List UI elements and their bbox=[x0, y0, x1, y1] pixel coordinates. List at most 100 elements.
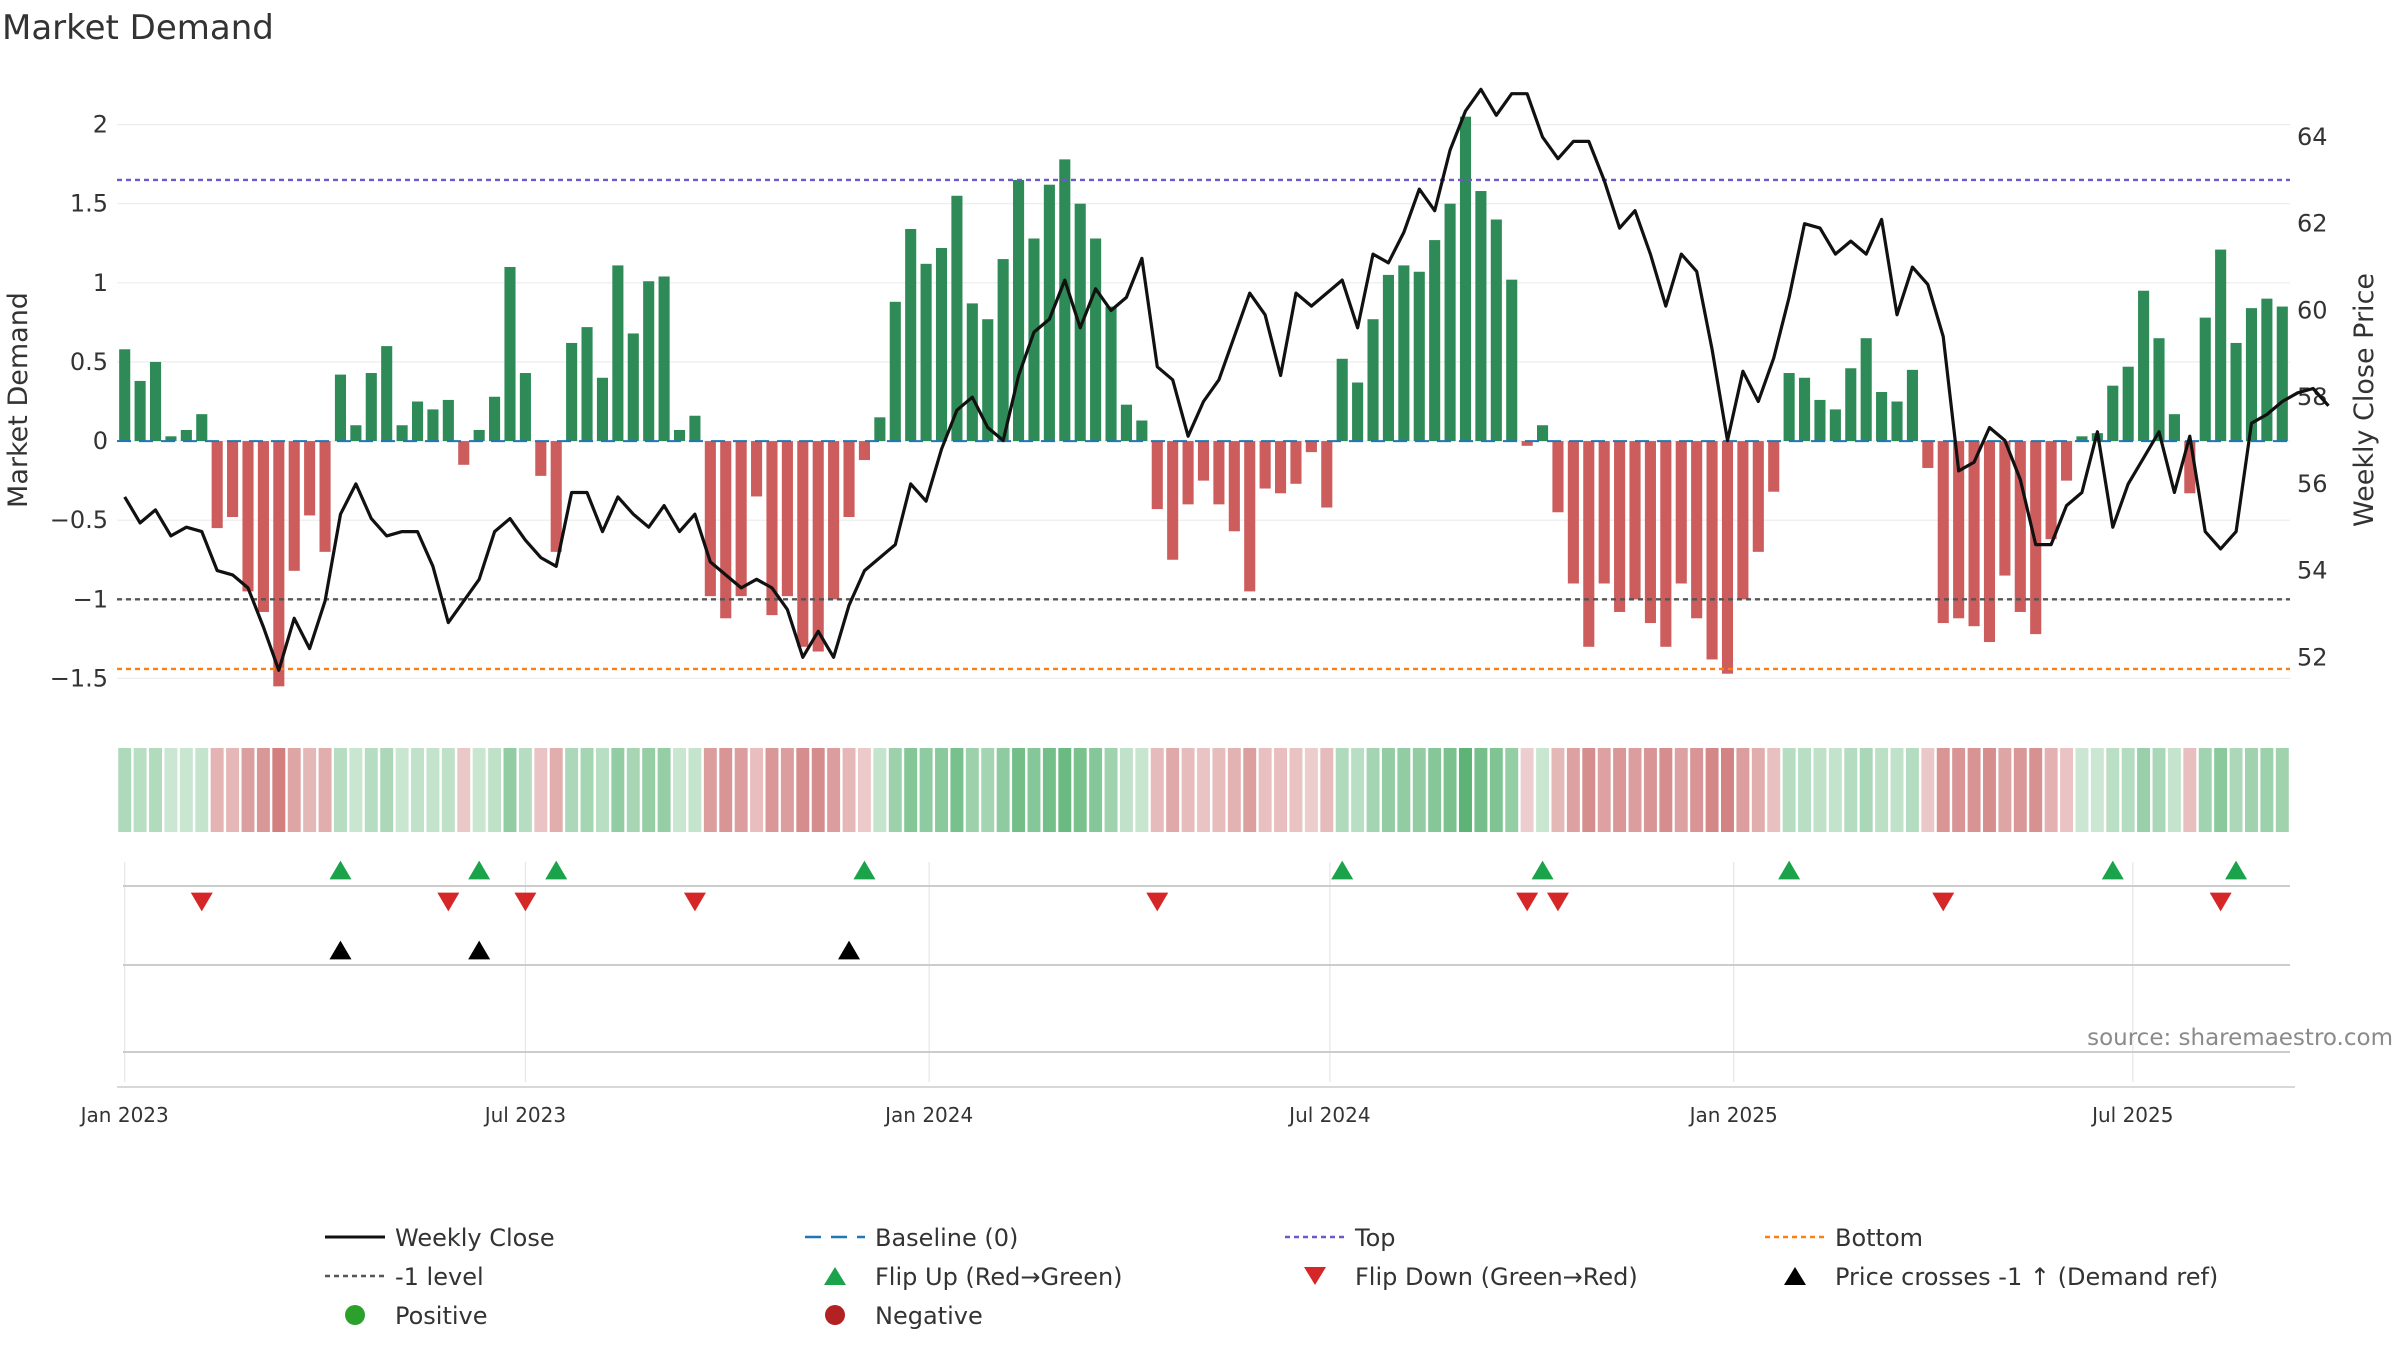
heat-cell bbox=[842, 748, 856, 832]
y-tick-label: 0.5 bbox=[70, 348, 108, 376]
y2-tick-label: 52 bbox=[2297, 643, 2328, 671]
demand-bar bbox=[1090, 238, 1102, 442]
heat-cell bbox=[1875, 748, 1889, 832]
heat-cell bbox=[626, 748, 640, 832]
demand-bar bbox=[2230, 342, 2242, 442]
heat-cell bbox=[981, 748, 995, 832]
heat-cell bbox=[303, 748, 317, 832]
heat-cell bbox=[2198, 748, 2212, 832]
legend-swatch-flip-down bbox=[1304, 1267, 1326, 1285]
demand-bar bbox=[1429, 240, 1441, 442]
heat-cell bbox=[1042, 748, 1056, 832]
heat-cell bbox=[1936, 748, 1950, 832]
demand-bar bbox=[2184, 441, 2196, 494]
heat-cell bbox=[595, 748, 609, 832]
heat-cell bbox=[1705, 748, 1719, 832]
heat-cell bbox=[179, 748, 193, 832]
heat-cell bbox=[888, 748, 902, 832]
heat-cell bbox=[549, 748, 563, 832]
y-tick-label: −1.5 bbox=[50, 664, 108, 692]
demand-bar bbox=[411, 401, 424, 442]
heat-cell bbox=[349, 748, 363, 832]
y2-tick-label: 54 bbox=[2297, 557, 2328, 585]
heat-cell bbox=[164, 748, 178, 832]
demand-bar bbox=[1367, 319, 1379, 442]
demand-bar bbox=[227, 441, 239, 518]
demand-bar bbox=[858, 441, 870, 461]
demand-bar bbox=[1490, 219, 1502, 442]
heat-cell bbox=[1381, 748, 1395, 832]
legend-label: Weekly Close bbox=[395, 1224, 555, 1252]
demand-bar bbox=[2245, 308, 2258, 442]
heat-cell bbox=[241, 748, 255, 832]
heat-cell bbox=[1921, 748, 1935, 832]
flip-up-marker bbox=[1331, 860, 1354, 880]
heat-cell bbox=[1798, 748, 1812, 832]
demand-bar bbox=[1706, 441, 1718, 660]
heat-cell bbox=[2229, 748, 2243, 832]
demand-bar bbox=[535, 441, 547, 476]
heat-cell bbox=[1967, 748, 1981, 832]
demand-bar bbox=[1413, 271, 1425, 442]
heat-cell bbox=[1104, 748, 1118, 832]
demand-bar bbox=[797, 441, 809, 647]
heat-cell bbox=[935, 748, 948, 832]
demand-bar bbox=[504, 266, 516, 442]
demand-bar bbox=[1352, 382, 1364, 442]
heat-cell bbox=[2152, 748, 2166, 832]
demand-bar bbox=[889, 301, 901, 442]
heat-cell bbox=[1474, 748, 1488, 832]
weekly-close-line bbox=[123, 87, 2330, 672]
heat-cell bbox=[673, 748, 686, 832]
demand-bar bbox=[1444, 203, 1456, 442]
demand-bar bbox=[1275, 441, 1287, 494]
demand-bar bbox=[751, 441, 763, 497]
heat-cell bbox=[2075, 748, 2089, 832]
demand-bar bbox=[2060, 441, 2073, 481]
demand-bar bbox=[442, 399, 454, 442]
demand-bar bbox=[874, 417, 886, 442]
heat-cell bbox=[441, 748, 455, 832]
heat-cell bbox=[1027, 748, 1041, 832]
heat-cell bbox=[688, 748, 702, 832]
demand-bar bbox=[1721, 441, 1734, 674]
heat-cell bbox=[873, 748, 887, 832]
demand-bar bbox=[2168, 414, 2180, 442]
demand-bar bbox=[1983, 441, 1996, 643]
demand-bar bbox=[1043, 184, 1055, 442]
heat-cell bbox=[965, 748, 979, 832]
demand-bar bbox=[2014, 441, 2026, 612]
heat-cell bbox=[1320, 748, 1334, 832]
x-tick-label: Jan 2025 bbox=[1688, 1103, 1778, 1127]
demand-bar bbox=[1752, 441, 1764, 552]
y2-tick-label: 60 bbox=[2297, 296, 2328, 324]
demand-bar bbox=[2122, 366, 2134, 442]
heat-cell bbox=[1443, 748, 1457, 832]
heat-cell bbox=[195, 748, 209, 832]
heat-cell bbox=[534, 748, 548, 832]
y-tick-label: −1 bbox=[73, 585, 108, 613]
demand-bar bbox=[1906, 369, 1918, 442]
flip-down-marker bbox=[1932, 892, 1955, 912]
heat-cell bbox=[1998, 748, 2012, 832]
heat-cell bbox=[210, 748, 224, 832]
demand-bar bbox=[1614, 441, 1626, 612]
demand-bar bbox=[2215, 249, 2227, 442]
demand-bar bbox=[1660, 441, 1672, 647]
demand-bar bbox=[1136, 420, 1148, 442]
demand-bar bbox=[334, 374, 347, 442]
heat-cell bbox=[1335, 748, 1349, 832]
demand-bar bbox=[1290, 441, 1302, 484]
heat-cell bbox=[1582, 748, 1596, 832]
x-tick-label: Jul 2023 bbox=[483, 1103, 566, 1127]
demand-bar bbox=[1845, 368, 1857, 442]
demand-bar bbox=[1860, 338, 1872, 442]
heat-cell bbox=[1274, 748, 1288, 832]
demand-bar bbox=[365, 373, 377, 442]
legend-label: Baseline (0) bbox=[875, 1224, 1018, 1252]
heat-cell bbox=[1412, 748, 1426, 832]
demand-bar bbox=[550, 441, 562, 552]
demand-bar bbox=[180, 429, 192, 442]
demand-bar bbox=[781, 441, 793, 597]
heat-cell bbox=[256, 748, 270, 832]
